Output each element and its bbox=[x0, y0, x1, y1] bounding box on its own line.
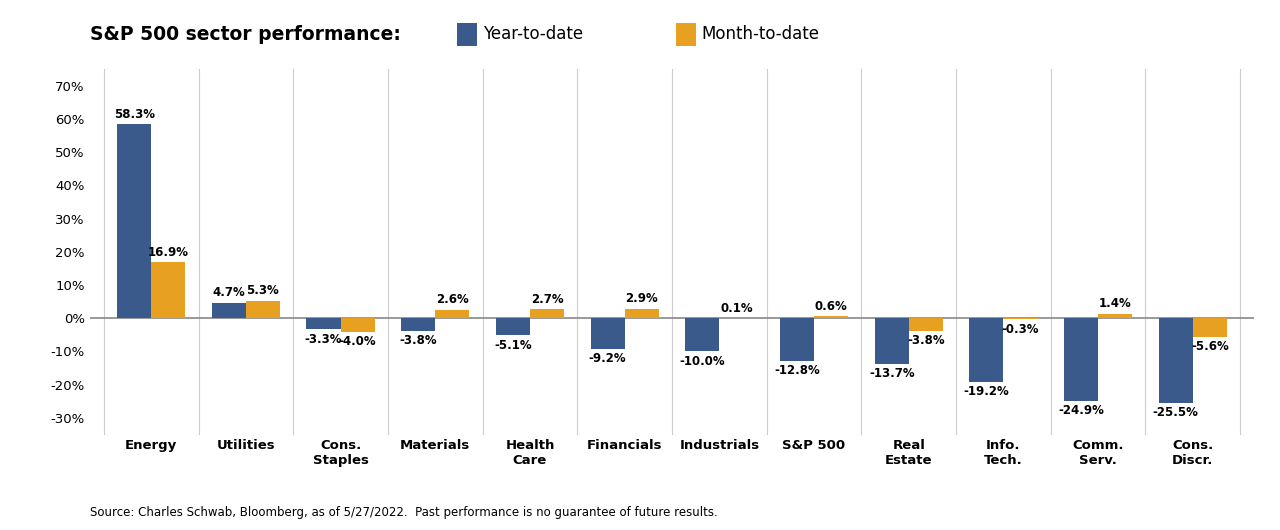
Text: -4.0%: -4.0% bbox=[339, 335, 376, 348]
Text: -3.8%: -3.8% bbox=[399, 334, 436, 347]
Bar bbox=[1193, 318, 1228, 337]
Bar bbox=[530, 310, 564, 318]
Text: -19.2%: -19.2% bbox=[964, 385, 1009, 399]
Bar bbox=[909, 318, 943, 331]
Bar bbox=[625, 308, 659, 318]
Bar bbox=[590, 318, 625, 349]
Bar bbox=[874, 318, 909, 364]
Text: Source: Charles Schwab, Bloomberg, as of 5/27/2022.  Past performance is no guar: Source: Charles Schwab, Bloomberg, as of… bbox=[90, 506, 717, 519]
Text: 16.9%: 16.9% bbox=[147, 246, 188, 259]
Text: 5.3%: 5.3% bbox=[247, 284, 279, 297]
Text: -0.3%: -0.3% bbox=[1002, 323, 1039, 335]
Bar bbox=[685, 318, 719, 351]
Text: -13.7%: -13.7% bbox=[869, 367, 914, 380]
Text: 58.3%: 58.3% bbox=[114, 108, 155, 121]
Bar bbox=[1004, 318, 1038, 319]
Bar bbox=[151, 262, 186, 318]
Text: -3.8%: -3.8% bbox=[908, 334, 945, 347]
Bar bbox=[246, 301, 280, 318]
Text: 1.4%: 1.4% bbox=[1098, 297, 1132, 310]
Bar bbox=[211, 303, 246, 318]
Text: 0.6%: 0.6% bbox=[814, 300, 847, 313]
Text: Month-to-date: Month-to-date bbox=[701, 25, 819, 43]
Text: S&P 500 sector performance:: S&P 500 sector performance: bbox=[90, 25, 401, 44]
Text: 2.7%: 2.7% bbox=[531, 293, 563, 306]
Text: -12.8%: -12.8% bbox=[774, 364, 820, 377]
Text: 2.9%: 2.9% bbox=[626, 292, 658, 305]
Text: 4.7%: 4.7% bbox=[212, 286, 246, 299]
Text: 0.1%: 0.1% bbox=[721, 302, 753, 315]
Bar bbox=[401, 318, 435, 331]
Text: -10.0%: -10.0% bbox=[680, 355, 724, 368]
Text: 2.6%: 2.6% bbox=[436, 293, 468, 306]
Text: -3.3%: -3.3% bbox=[305, 332, 342, 346]
Bar bbox=[1098, 314, 1133, 318]
Bar bbox=[1064, 318, 1098, 401]
Bar bbox=[780, 318, 814, 361]
Text: -5.1%: -5.1% bbox=[494, 339, 531, 351]
Bar bbox=[1158, 318, 1193, 403]
Bar bbox=[340, 318, 375, 332]
Bar bbox=[495, 318, 530, 335]
Bar bbox=[306, 318, 340, 329]
Text: Year-to-date: Year-to-date bbox=[483, 25, 582, 43]
Text: -24.9%: -24.9% bbox=[1059, 404, 1105, 417]
Text: -25.5%: -25.5% bbox=[1153, 407, 1199, 419]
Bar bbox=[814, 316, 849, 318]
Text: -9.2%: -9.2% bbox=[589, 352, 626, 365]
Bar bbox=[435, 310, 470, 318]
Bar bbox=[116, 125, 151, 318]
Bar bbox=[969, 318, 1004, 382]
Text: -5.6%: -5.6% bbox=[1190, 340, 1229, 353]
